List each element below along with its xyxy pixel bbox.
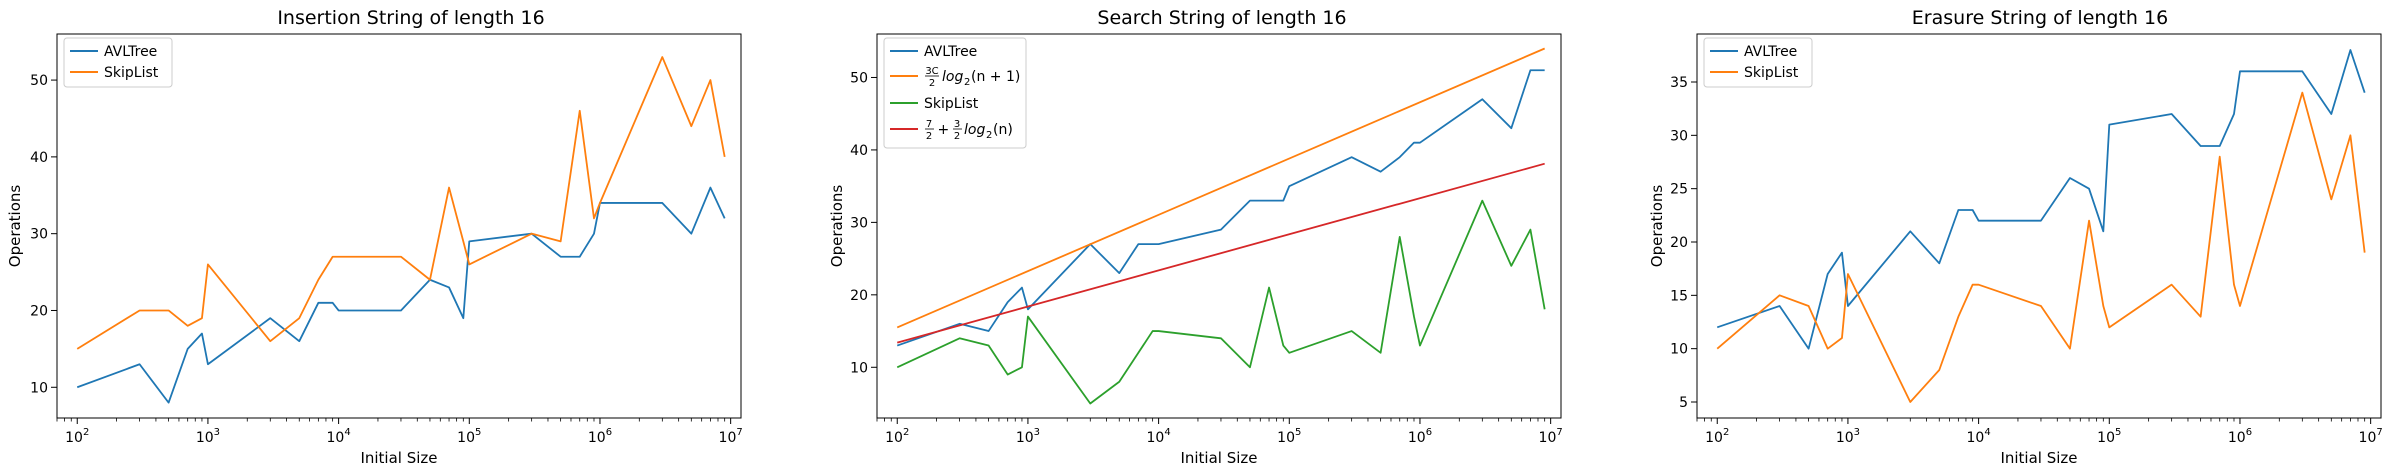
x-tick-label: 105 xyxy=(457,427,481,446)
y-tick-label: 15 xyxy=(1670,288,1688,304)
x-axis-label: Initial Size xyxy=(2000,449,2077,467)
legend-label-skiplist: SkipList xyxy=(104,65,159,81)
x-tick-label: 102 xyxy=(885,427,909,446)
legend-log-base: 2 xyxy=(986,130,992,141)
x-tick-label: 107 xyxy=(719,427,743,446)
y-tick-label: 20 xyxy=(1670,235,1688,251)
x-minor-ticks xyxy=(1696,418,2366,422)
x-tick-label: 103 xyxy=(196,427,220,446)
x-tick-label: 104 xyxy=(1967,427,1991,446)
legend-argument: (n + 1) xyxy=(971,69,1020,85)
y-tick-label: 35 xyxy=(1670,75,1688,91)
legend-label-lower-bound: 7 2 + 3 2 log 2 (n) xyxy=(925,119,1013,142)
legend-log: log xyxy=(964,122,985,138)
axes-frame xyxy=(1696,33,2382,419)
x-tick-label: 102 xyxy=(65,427,89,446)
legend: AVLTree 3C 2 log 2 (n + 1) SkipList 7 2 … xyxy=(883,37,1027,149)
y-tick-label: 30 xyxy=(850,215,868,231)
insertion-chart: Insertion String of length 16 102 103 104 1… xyxy=(6,7,743,467)
y-tick-label: 50 xyxy=(30,73,48,89)
y-axis-label: Operations xyxy=(1648,185,1666,268)
y-axis-label: Operations xyxy=(828,185,846,268)
search-chart: Search String of length 16 102 103 104 105 1… xyxy=(828,7,1563,467)
y-tick-label: 20 xyxy=(30,303,48,319)
chart-title: Erasure String of length 16 xyxy=(1912,7,2168,29)
legend-frac-numerator-2: 3 xyxy=(954,119,960,130)
x-tick-label: 107 xyxy=(2359,427,2383,446)
x-tick-label: 106 xyxy=(1408,427,1432,446)
x-tick-label: 103 xyxy=(1016,427,1040,446)
series-line-0 xyxy=(896,69,1545,347)
legend-frac-denominator-2: 2 xyxy=(954,131,960,142)
legend-label-upper-bound: 3C 2 log 2 (n + 1) xyxy=(925,66,1020,89)
series-line-0 xyxy=(1716,49,2366,350)
legend-frac-denominator: 2 xyxy=(926,131,932,142)
y-tick-label: 10 xyxy=(1670,342,1688,358)
x-axis-label: Initial Size xyxy=(360,449,437,467)
x-minor-ticks xyxy=(876,418,1546,422)
x-minor-ticks xyxy=(56,418,726,422)
legend-argument: (n) xyxy=(993,122,1013,138)
y-axis-label: Operations xyxy=(6,185,24,268)
axes-frame xyxy=(56,33,742,419)
legend-label-skiplist: SkipList xyxy=(924,96,979,112)
y-tick-label: 40 xyxy=(30,150,48,166)
y-tick-label: 30 xyxy=(30,227,48,243)
plot-area: 102 103 104 105 106 107 10 20 30 40 50 xyxy=(850,47,1563,446)
legend-label-avltree: AVLTree xyxy=(104,44,157,60)
y-tick-label: 50 xyxy=(850,70,868,86)
x-axis-label: Initial Size xyxy=(1180,449,1257,467)
series-line-1 xyxy=(1716,91,2366,403)
legend-label-avltree: AVLTree xyxy=(924,44,977,60)
legend-log: log xyxy=(942,69,963,85)
x-tick-label: 103 xyxy=(1836,427,1860,446)
x-tick-label: 105 xyxy=(2097,427,2121,446)
plot-area: 102 103 104 105 106 107 5 10 15 20 25 30 35 xyxy=(1670,49,2383,446)
legend: AVLTree SkipList xyxy=(1703,37,1813,88)
legend-box xyxy=(883,37,1027,149)
y-tick-label: 10 xyxy=(850,360,868,376)
chart-title: Search String of length 16 xyxy=(1097,7,1346,29)
series-line-3 xyxy=(897,162,1545,344)
x-tick-label: 102 xyxy=(1705,427,1729,446)
axes-frame xyxy=(876,33,1562,419)
series-line-2 xyxy=(896,199,1546,405)
erasure-chart: Erasure String of length 16 102 103 104 105… xyxy=(1648,7,2383,467)
legend-frac-denominator: 2 xyxy=(929,78,935,89)
y-tick-label: 40 xyxy=(850,143,868,159)
x-tick-label: 105 xyxy=(1277,427,1301,446)
x-tick-label: 106 xyxy=(588,427,612,446)
y-tick-label: 5 xyxy=(1679,395,1688,411)
legend-label-skiplist: SkipList xyxy=(1744,65,1799,81)
series-line-1 xyxy=(896,47,1546,329)
series-line-1 xyxy=(76,56,726,350)
x-tick-label: 107 xyxy=(1539,427,1563,446)
legend-log-base: 2 xyxy=(964,77,970,88)
x-tick-label: 104 xyxy=(327,427,351,446)
plot-area: 102 103 104 105 106 107 10 20 30 40 50 xyxy=(30,56,743,446)
legend-plus: + xyxy=(933,122,954,138)
y-tick-label: 30 xyxy=(1670,128,1688,144)
y-tick-label: 25 xyxy=(1670,182,1688,198)
legend-frac-numerator: 3C xyxy=(925,66,938,77)
y-tick-label: 20 xyxy=(850,288,868,304)
x-tick-label: 104 xyxy=(1147,427,1171,446)
chart-title: Insertion String of length 16 xyxy=(277,7,544,29)
y-tick-label: 10 xyxy=(30,380,48,396)
legend: AVLTree SkipList xyxy=(63,37,173,88)
legend-label-avltree: AVLTree xyxy=(1744,44,1797,60)
legend-frac-numerator: 7 xyxy=(926,119,932,130)
x-tick-label: 106 xyxy=(2228,427,2252,446)
